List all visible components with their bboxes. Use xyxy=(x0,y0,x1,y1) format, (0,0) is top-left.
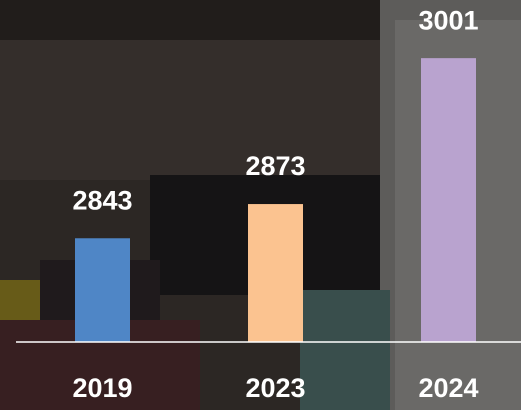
bar xyxy=(75,238,130,342)
x-tick-label: 2019 xyxy=(72,373,132,403)
value-label: 2843 xyxy=(72,185,132,215)
bar xyxy=(248,204,303,342)
value-label: 2873 xyxy=(245,151,305,181)
x-tick-label: 2024 xyxy=(418,373,478,403)
bar xyxy=(421,58,476,342)
x-tick-label: 2023 xyxy=(245,373,305,403)
chart: 2843 2019 2873 2023 3001 2024 xyxy=(0,0,521,410)
value-label: 3001 xyxy=(418,5,478,35)
